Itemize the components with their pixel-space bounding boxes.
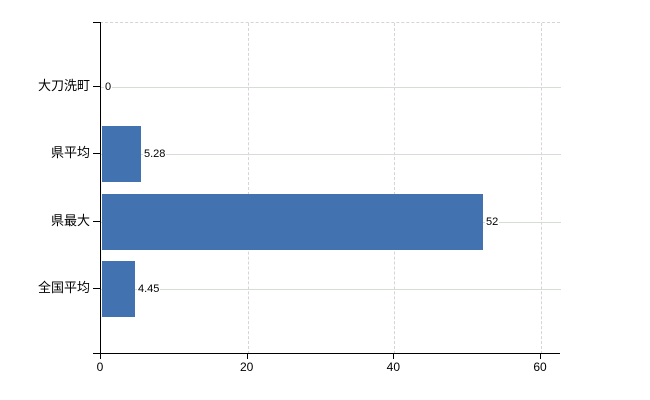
category-tick	[93, 85, 101, 87]
category-tick	[93, 153, 101, 154]
x-axis-tick	[100, 353, 101, 359]
bar	[102, 193, 483, 250]
bar-value-label: 5.28	[143, 147, 167, 161]
category-tick	[93, 288, 101, 289]
x-axis-tick	[246, 353, 248, 359]
y-axis-top-tick	[93, 22, 101, 23]
x-axis-tick-label: 60	[533, 360, 547, 374]
bar-value-label: 4.45	[137, 282, 161, 296]
category-tick	[93, 220, 101, 222]
x-axis-tick-label: 40	[386, 360, 401, 374]
vertical-gridline	[394, 23, 396, 354]
x-axis-tick-label: 20	[239, 360, 254, 374]
bar-value-label: 52	[485, 214, 500, 229]
bar	[102, 261, 135, 317]
x-axis-tick	[393, 353, 395, 359]
vertical-gridline	[541, 23, 542, 354]
category-label: 全国平均	[37, 280, 90, 295]
vertical-gridline	[247, 23, 249, 354]
row-gridline	[101, 289, 561, 290]
category-label: 県最大	[50, 212, 90, 228]
row-gridline	[101, 154, 561, 155]
row-gridline	[101, 86, 561, 88]
x-axis-tick-label: 0	[96, 360, 104, 374]
category-label: 大刀洗町	[37, 77, 90, 93]
bar-value-label: 0	[104, 79, 113, 94]
x-axis-tick	[540, 353, 541, 359]
category-label: 県平均	[50, 145, 90, 160]
bar	[102, 126, 141, 182]
plot-area: 0 5.28 52 4.45	[100, 22, 561, 354]
x-axis	[93, 353, 560, 354]
